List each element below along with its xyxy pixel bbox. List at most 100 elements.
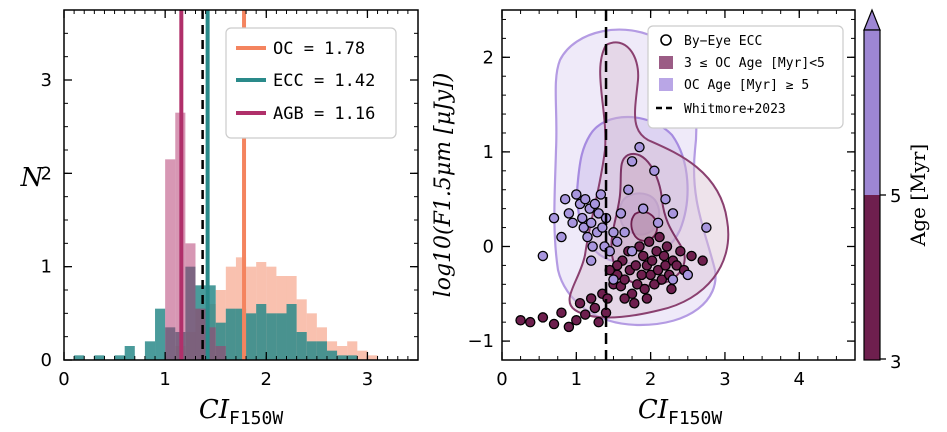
scatter-point-old bbox=[608, 274, 619, 285]
scatter-point-young bbox=[619, 274, 630, 285]
hist-bar-ecc bbox=[124, 346, 135, 360]
right-y-axis-label: log10(F1.5μm [μJy]) bbox=[431, 73, 456, 298]
hist-bar-oc bbox=[246, 266, 257, 360]
scatter-point-old bbox=[537, 250, 549, 262]
scatter-point-young bbox=[661, 241, 673, 252]
left-x-axis-label-main: CI bbox=[199, 395, 230, 425]
hist-bar-ecc bbox=[114, 355, 125, 360]
scatter-point-young bbox=[658, 250, 670, 262]
scatter-point-old bbox=[667, 208, 679, 219]
scatter-point-young bbox=[629, 297, 640, 309]
hist-bar-oc bbox=[347, 341, 358, 360]
hist-bar-ecc bbox=[337, 355, 348, 360]
histogram-bars bbox=[74, 112, 378, 360]
scatter-point-old bbox=[634, 141, 645, 153]
left-legend: OC = 1.78 ECC = 1.42 AGB = 1.16 bbox=[225, 27, 397, 139]
agb-legend-label: AGB = 1.16 bbox=[273, 104, 375, 124]
hist-bar-oc bbox=[337, 346, 348, 360]
right-x-tick-label: 3 bbox=[719, 369, 730, 390]
hist-bar-ecc bbox=[205, 285, 216, 360]
scatter-point-young bbox=[637, 250, 649, 262]
scatter-point-old bbox=[667, 274, 679, 285]
scatter-point-old bbox=[567, 217, 578, 229]
scatter-point-young bbox=[646, 255, 658, 266]
scatter-point-young bbox=[626, 288, 638, 300]
left-x-tick-label: 1 bbox=[159, 369, 170, 390]
scatter-point-young bbox=[645, 269, 656, 281]
scatter-point-old bbox=[660, 193, 671, 205]
left-histogram-panel: 0 1 2 3 0 1 2 3 OC = 1.78 ECC = 1.42 AGB = 1.16… bbox=[20, 9, 419, 429]
scatter-point-old bbox=[587, 241, 598, 252]
left-y-tick-label: 3 bbox=[41, 70, 52, 91]
right-legend-box bbox=[647, 25, 844, 129]
scatter-point-young bbox=[654, 231, 665, 243]
hist-bar-ecc bbox=[306, 341, 317, 360]
age-colorbar: 5 3 Age [Myr] bbox=[863, 8, 930, 373]
left-y-tick-label: 2 bbox=[41, 163, 52, 184]
right-y-tick-label: −1 bbox=[467, 331, 494, 352]
scatter-point-old bbox=[577, 212, 588, 224]
hist-bar-ecc bbox=[256, 304, 267, 360]
scatter-point-old bbox=[611, 236, 623, 248]
hist-bar-ecc bbox=[74, 355, 85, 360]
hist-bar-ecc bbox=[235, 308, 247, 360]
hist-bar-ecc bbox=[347, 355, 358, 360]
scatter-point-young bbox=[697, 255, 708, 266]
left-legend-box bbox=[225, 27, 397, 139]
old-oc-legend-label: OC Age [Myr] ≥ 5 bbox=[684, 78, 809, 93]
scatter-point-young bbox=[641, 293, 653, 304]
right-y-tick-label: 1 bbox=[483, 142, 494, 163]
scatter-point-young bbox=[537, 312, 549, 323]
left-x-axis-label: CIF150W bbox=[199, 395, 284, 429]
scatter-point-young bbox=[548, 318, 560, 330]
scatter-point-old bbox=[585, 255, 597, 266]
hist-bar-ecc bbox=[326, 350, 338, 360]
right-axes-frame bbox=[501, 9, 856, 361]
left-x-tick-label: 2 bbox=[261, 369, 272, 390]
scatter-point-old bbox=[578, 222, 589, 233]
hist-bar-ecc bbox=[246, 313, 257, 360]
scatter-point-young bbox=[556, 307, 567, 318]
left-x-axis-label-sub: F150W bbox=[229, 408, 283, 429]
scatter-point-young bbox=[524, 316, 536, 328]
right-legend: By−Eye ECC 3 ≤ OC Age [Myr]<5 OC Age [My… bbox=[647, 25, 844, 129]
hist-bar-oc bbox=[306, 313, 317, 360]
by-eye-ecc-legend-marker bbox=[660, 34, 672, 46]
scatter-point-old bbox=[582, 231, 593, 243]
scatter-point-old bbox=[623, 184, 634, 195]
hist-bar-ecc bbox=[155, 308, 166, 360]
scatter-point-old bbox=[626, 245, 638, 257]
hist-bar-ecc bbox=[94, 355, 105, 360]
scatter-point-old bbox=[585, 217, 597, 229]
hist-bar-oc bbox=[296, 299, 307, 360]
left-y-axis-label: N bbox=[20, 163, 45, 193]
scatter-point-young bbox=[675, 245, 686, 257]
right-x-axis-label-sub: F150W bbox=[668, 408, 722, 429]
scatter-point-young bbox=[652, 264, 664, 276]
scatter-point-young bbox=[515, 315, 526, 326]
colorbar-high-segment bbox=[864, 30, 880, 195]
scatter-point-young bbox=[589, 302, 601, 314]
scatter-point-young bbox=[651, 245, 662, 257]
right-y-tick-label: 2 bbox=[483, 47, 494, 68]
scatter-point-young bbox=[563, 321, 575, 333]
scatter-point-old bbox=[579, 193, 591, 205]
scatter-point-young bbox=[593, 316, 604, 328]
oc-legend-label: OC = 1.78 bbox=[273, 39, 365, 59]
right-x-axis-label: CIF150W bbox=[638, 395, 723, 429]
left-x-tick-label: 3 bbox=[362, 369, 373, 390]
scatter-point-old bbox=[608, 227, 619, 238]
scatter-point-old bbox=[595, 189, 607, 200]
scatter-point-young bbox=[649, 279, 660, 290]
scatter-point-young bbox=[611, 260, 623, 271]
scatter-point-old bbox=[559, 193, 571, 205]
right-x-tick-label: 1 bbox=[571, 369, 582, 390]
scatter-point-young bbox=[660, 260, 671, 271]
scatter-point-young bbox=[666, 283, 677, 295]
by-eye-ecc-legend-label: By−Eye ECC bbox=[684, 34, 762, 49]
scatter-point-old bbox=[637, 203, 649, 214]
hist-bar-oc bbox=[357, 350, 368, 360]
scatter-point-old bbox=[593, 208, 604, 219]
left-ticks: 0 1 2 3 0 1 2 3 bbox=[41, 9, 419, 390]
